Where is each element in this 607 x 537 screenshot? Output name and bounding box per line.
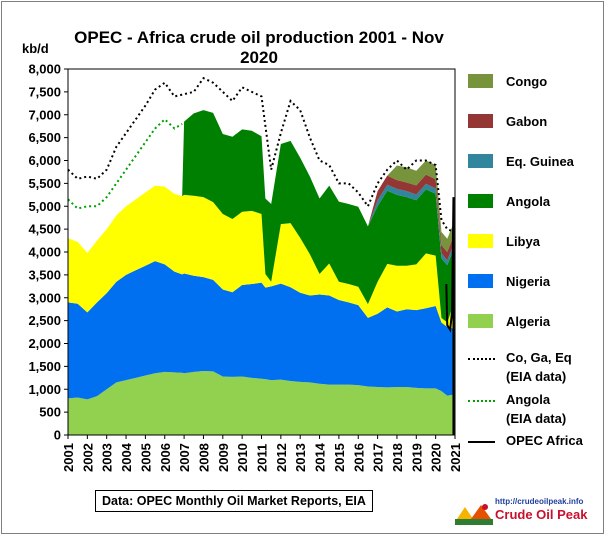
x-tick-label: 2016	[351, 443, 366, 472]
x-tick-label: 2004	[119, 442, 134, 472]
area-series-libya	[68, 185, 454, 329]
x-tick-label: 2007	[177, 443, 192, 472]
y-tick-label: 6,000	[28, 153, 61, 168]
legend-label: Angola	[506, 194, 551, 209]
y-tick-label: 6,500	[28, 130, 61, 145]
legend-swatch	[468, 114, 493, 128]
legend-label: Co, Ga, Eq	[506, 350, 572, 365]
x-tick-label: 2014	[313, 442, 328, 472]
y-tick-label: 0	[54, 428, 61, 443]
legend-label-secondary: (EIA data)	[506, 411, 567, 426]
line-series-opec-africa	[445, 197, 455, 435]
chart-title: OPEC - Africa crude oil production 2001 …	[74, 28, 444, 67]
y-tick-label: 7,500	[28, 84, 61, 99]
x-tick-label: 2017	[371, 443, 386, 472]
x-tick-label: 2009	[216, 443, 231, 472]
y-tick-label: 7,000	[28, 107, 61, 122]
area-series-algeria	[68, 370, 454, 435]
area-series-angola	[68, 110, 454, 323]
legend-line-swatch	[468, 358, 495, 360]
y-tick-label: 2,500	[28, 313, 61, 328]
legend-swatch	[468, 314, 493, 328]
legend-swatch	[468, 234, 493, 248]
source-note: Data: OPEC Monthly Oil Market Reports, E…	[95, 490, 373, 512]
legend-label: Gabon	[506, 114, 548, 129]
brand-name: Crude Oil Peak	[495, 507, 588, 522]
x-tick-label: 2003	[100, 443, 115, 472]
x-tick-label: 2018	[390, 443, 405, 472]
brand-badge: http://crudeoilpeak.info Crude Oil Peak	[455, 497, 595, 527]
legend-swatch	[468, 74, 493, 88]
y-tick-label: 3,000	[28, 290, 61, 305]
y-axis-unit-label: kb/d	[22, 41, 49, 56]
legend-label: Congo	[506, 74, 548, 89]
legend-label: Eq. Guinea	[506, 154, 574, 169]
legend-label: Angola	[506, 392, 551, 407]
legend-label: Nigeria	[506, 274, 551, 289]
y-tick-label: 5,000	[28, 199, 61, 214]
y-tick-label: 5,500	[28, 176, 61, 191]
x-tick-label: 2015	[332, 443, 347, 472]
legend-label: Algeria	[506, 314, 551, 329]
y-tick-label: 500	[39, 405, 61, 420]
x-tick-label: 2021	[448, 443, 463, 472]
y-tick-label: 1,000	[28, 382, 61, 397]
x-tick-label: 2001	[61, 443, 76, 472]
y-tick-label: 8,000	[28, 62, 61, 77]
y-tick-label: 2,000	[28, 336, 61, 351]
x-tick-label: 2006	[158, 443, 173, 472]
x-tick-label: 2019	[409, 443, 424, 472]
chart-legend: Congo Gabon Eq. Guinea Angola Libya Nigeria Al…	[468, 0, 607, 460]
x-tick-label: 2013	[293, 443, 308, 472]
brand-url[interactable]: http://crudeoilpeak.info	[495, 497, 584, 506]
legend-swatch	[468, 194, 493, 208]
y-tick-label: 4,500	[28, 222, 61, 237]
x-tick-label: 2002	[80, 443, 95, 472]
y-tick-label: 1,500	[28, 359, 61, 374]
x-tick-label: 2012	[274, 443, 289, 472]
legend-label: OPEC Africa	[506, 433, 583, 448]
legend-line-swatch	[468, 400, 495, 402]
legend-label-secondary: (EIA data)	[506, 369, 567, 384]
legend-swatch	[468, 274, 493, 288]
x-tick-label: 2020	[429, 443, 444, 472]
x-tick-label: 2010	[235, 443, 250, 472]
oil-pump-logo-icon	[455, 504, 493, 525]
x-tick-label: 2005	[138, 443, 153, 472]
area-series-nigeria	[68, 261, 454, 400]
y-tick-label: 4,000	[28, 245, 61, 260]
x-tick-label: 2011	[255, 444, 270, 472]
legend-label: Libya	[506, 234, 540, 249]
y-tick-label: 3,500	[28, 267, 61, 282]
legend-swatch	[468, 154, 493, 168]
x-tick-label: 2008	[196, 443, 211, 472]
legend-line-swatch	[468, 441, 495, 443]
